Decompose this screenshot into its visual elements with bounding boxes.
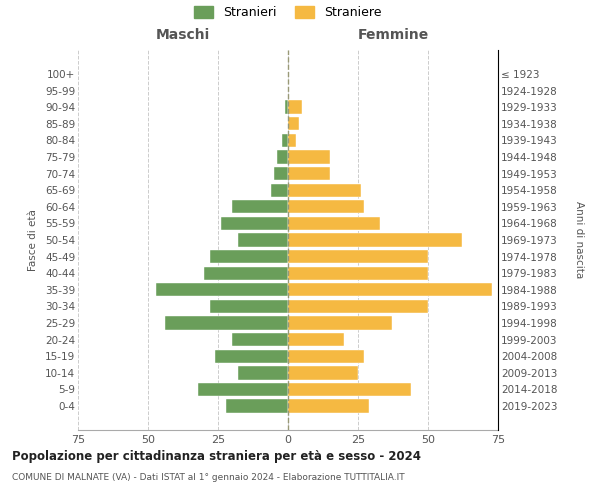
Text: COMUNE DI MALNATE (VA) - Dati ISTAT al 1° gennaio 2024 - Elaborazione TUTTITALIA: COMUNE DI MALNATE (VA) - Dati ISTAT al 1… [12, 472, 404, 482]
Bar [288, 117, 299, 130]
Bar [288, 100, 302, 114]
Y-axis label: Fasce di età: Fasce di età [28, 209, 38, 271]
Bar [232, 200, 288, 213]
Bar [209, 300, 288, 313]
Bar [288, 167, 330, 180]
Bar [288, 216, 380, 230]
Bar [288, 266, 428, 280]
Bar [283, 134, 288, 147]
Bar [288, 366, 358, 380]
Bar [226, 400, 288, 412]
Bar [288, 184, 361, 197]
Bar [215, 350, 288, 363]
Bar [288, 150, 330, 164]
Y-axis label: Anni di nascita: Anni di nascita [574, 202, 584, 278]
Bar [238, 366, 288, 380]
Bar [209, 250, 288, 264]
Bar [288, 234, 461, 246]
Bar [288, 283, 493, 296]
Bar [165, 316, 288, 330]
Bar [288, 400, 369, 412]
Bar [271, 184, 288, 197]
Bar [221, 216, 288, 230]
Bar [157, 283, 288, 296]
Text: Maschi: Maschi [156, 28, 210, 42]
Bar [238, 234, 288, 246]
Bar [288, 383, 411, 396]
Bar [288, 200, 364, 213]
Text: Popolazione per cittadinanza straniera per età e sesso - 2024: Popolazione per cittadinanza straniera p… [12, 450, 421, 463]
Bar [288, 134, 296, 147]
Bar [204, 266, 288, 280]
Bar [288, 316, 392, 330]
Bar [199, 383, 288, 396]
Bar [288, 250, 428, 264]
Bar [288, 300, 428, 313]
Bar [288, 333, 344, 346]
Text: Femmine: Femmine [358, 28, 428, 42]
Bar [274, 167, 288, 180]
Legend: Stranieri, Straniere: Stranieri, Straniere [194, 6, 382, 19]
Bar [232, 333, 288, 346]
Bar [288, 350, 364, 363]
Bar [285, 100, 288, 114]
Bar [277, 150, 288, 164]
